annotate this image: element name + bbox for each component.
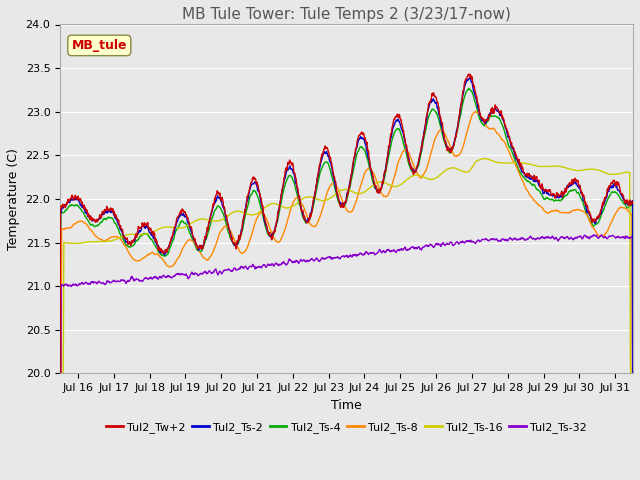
Text: MB_tule: MB_tule [72, 39, 127, 52]
X-axis label: Time: Time [332, 399, 362, 412]
Title: MB Tule Tower: Tule Temps 2 (3/23/17-now): MB Tule Tower: Tule Temps 2 (3/23/17-now… [182, 7, 511, 22]
Legend: Tul2_Tw+2, Tul2_Ts-2, Tul2_Ts-4, Tul2_Ts-8, Tul2_Ts-16, Tul2_Ts-32: Tul2_Tw+2, Tul2_Ts-2, Tul2_Ts-4, Tul2_Ts… [102, 418, 591, 437]
Y-axis label: Temperature (C): Temperature (C) [7, 148, 20, 250]
